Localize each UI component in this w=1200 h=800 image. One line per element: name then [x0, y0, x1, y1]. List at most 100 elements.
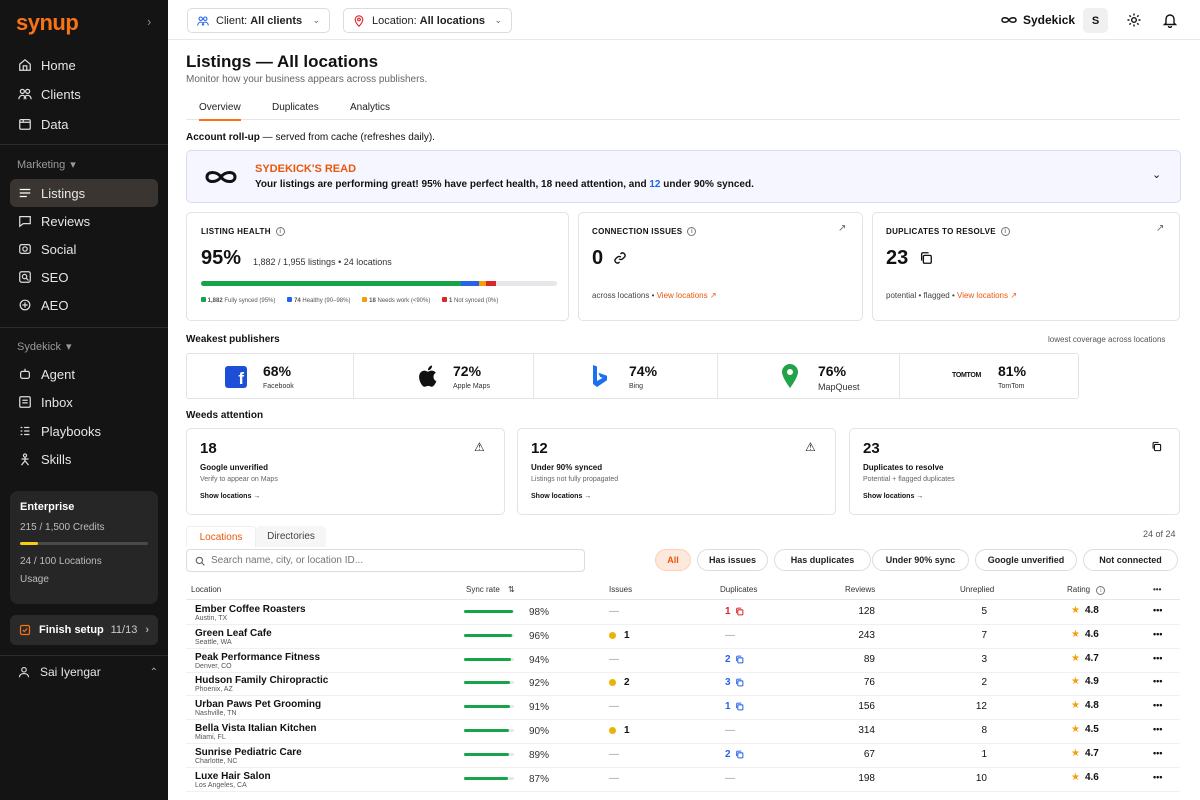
search-input[interactable] — [211, 555, 571, 566]
location-name[interactable]: Urban Paws Pet Grooming — [195, 699, 322, 711]
nav-seo[interactable]: SEO — [10, 263, 158, 291]
filter-google-unverified[interactable]: Google unverified — [975, 549, 1077, 571]
location-name[interactable]: Ember Coffee Roasters — [195, 604, 306, 615]
table-row[interactable]: Hudson Family Chiropractic Phoenix, AZ 92%… — [186, 672, 1180, 697]
search-field[interactable] — [186, 549, 585, 572]
collapse-sidebar-icon[interactable]: › — [147, 14, 152, 29]
filter-under-90-sync[interactable]: Under 90% sync — [872, 549, 969, 571]
filter-has-duplicates[interactable]: Has duplicates — [774, 549, 871, 571]
view-locations-link[interactable]: View locations — [656, 291, 708, 300]
sydekick-section-toggle[interactable]: Sydekick ▾ — [17, 340, 72, 354]
issues-count[interactable]: 1 — [624, 725, 630, 736]
location-name[interactable]: Bella Vista Italian Kitchen — [195, 723, 317, 734]
tab-overview[interactable]: Overview — [199, 102, 241, 121]
table-row[interactable]: Urban Paws Pet Grooming Nashville, TN 91% —… — [186, 696, 1180, 721]
synup-logo[interactable]: synup — [16, 10, 79, 35]
nav-social[interactable]: Social — [10, 235, 158, 263]
duplicates-count[interactable]: 1 — [725, 701, 731, 713]
external-link-icon[interactable]: ↗ — [1010, 291, 1017, 300]
location-name[interactable]: Luxe Hair Salon — [195, 770, 271, 782]
issues-count[interactable]: 2 — [624, 677, 630, 689]
sort-icon[interactable]: ⇅ — [508, 585, 515, 594]
col-issues[interactable]: Issues — [609, 585, 633, 594]
col-unreplied[interactable]: Unreplied — [960, 585, 995, 594]
tab-directories[interactable]: Directories — [256, 526, 326, 547]
info-icon[interactable]: i — [1096, 586, 1106, 595]
connection-issues-card[interactable]: CONNECTION ISSUES i ↗ 0 across locations… — [578, 212, 863, 321]
marketing-section-toggle[interactable]: Marketing ▾ — [17, 158, 76, 172]
location-name[interactable]: Peak Performance Fitness — [195, 651, 321, 663]
usage-link[interactable]: Usage — [20, 574, 49, 585]
col-rating[interactable]: Rating i — [1067, 585, 1106, 595]
copy-icon[interactable] — [735, 655, 744, 664]
col-location[interactable]: Location — [191, 585, 222, 594]
nav-home[interactable]: Home — [10, 51, 158, 79]
duplicates-count[interactable]: 2 — [725, 748, 731, 760]
expand-arrow-icon[interactable]: ↗ — [838, 223, 847, 234]
attention-card-under-synced[interactable]: 12 ⚠ Under 90% synced Listings not fully… — [517, 428, 836, 515]
copy-icon[interactable] — [735, 678, 744, 687]
filter-not-connected[interactable]: Not connected — [1083, 549, 1178, 571]
row-more-icon[interactable]: ••• — [1153, 605, 1163, 615]
chevron-down-icon[interactable]: ⌄ — [1152, 169, 1162, 181]
nav-listings[interactable]: Listings — [10, 179, 158, 207]
copy-icon[interactable] — [735, 750, 744, 759]
info-icon[interactable]: i — [687, 227, 697, 236]
row-more-icon[interactable]: ••• — [1153, 747, 1163, 758]
location-selector[interactable]: Location: All locations ⌄ — [343, 8, 512, 33]
location-name[interactable]: Hudson Family Chiropractic — [195, 675, 329, 687]
client-selector[interactable]: Client: All clients ⌄ — [187, 8, 330, 33]
duplicates-count[interactable]: 1 — [725, 606, 731, 617]
table-row[interactable]: Peak Performance Fitness Denver, CO 94% — 2 8… — [186, 649, 1180, 673]
col-duplicates[interactable]: Duplicates — [720, 585, 758, 594]
col-sync-rate[interactable]: Sync rate ⇅ — [466, 585, 515, 594]
tab-locations[interactable]: Locations — [186, 526, 256, 547]
row-more-icon[interactable]: ••• — [1153, 652, 1163, 663]
row-more-icon[interactable]: ••• — [1153, 628, 1163, 639]
attention-card-duplicates[interactable]: 23 Duplicates to resolve Potential + fla… — [849, 428, 1180, 515]
table-row[interactable]: Green Leaf Cafe Seattle, WA 96% 1 — 243 7 ★ 4.6 •… — [186, 625, 1180, 649]
filter-has-issues[interactable]: Has issues — [697, 549, 768, 571]
external-link-icon[interactable]: ↗ — [709, 291, 717, 300]
location-name[interactable]: Sunrise Pediatric Care — [195, 746, 302, 758]
nav-aeo[interactable]: AEO — [10, 291, 158, 319]
copy-icon[interactable] — [735, 607, 744, 616]
bell-icon[interactable] — [1162, 12, 1178, 28]
issues-count[interactable]: 1 — [624, 629, 630, 641]
plan-card[interactable]: Enterprise 215 / 1,500 Credits 24 / 100 … — [10, 491, 158, 604]
avatar[interactable]: S — [1083, 8, 1108, 33]
nav-data[interactable]: Data — [10, 110, 158, 138]
view-locations-link[interactable]: View locations — [957, 291, 1008, 300]
sydekick-read-banner[interactable]: SYDEKICK'S READ Your listings are perfor… — [186, 150, 1181, 203]
nav-inbox[interactable]: Inbox — [10, 388, 158, 416]
table-row[interactable]: Sunrise Pediatric Care Charlotte, NC 89% — 2… — [186, 744, 1180, 768]
finish-setup-button[interactable]: Finish setup 11/13 › — [10, 615, 158, 645]
nav-playbooks[interactable]: Playbooks — [10, 417, 158, 445]
nav-reviews[interactable]: Reviews — [10, 207, 158, 235]
copy-icon[interactable] — [735, 702, 744, 711]
info-icon[interactable]: i — [1000, 227, 1010, 236]
show-locations-link[interactable]: Show locations → — [531, 493, 592, 500]
show-locations-link[interactable]: Show locations → — [863, 493, 924, 500]
col-reviews[interactable]: Reviews — [845, 585, 876, 594]
table-row[interactable]: Bella Vista Italian Kitchen Miami, FL 90% 1… — [186, 720, 1180, 744]
table-row[interactable]: Ember Coffee Roasters Austin, TX 98% — 1 128 5… — [186, 601, 1180, 625]
nav-clients[interactable]: Clients — [10, 80, 158, 108]
tab-duplicates[interactable]: Duplicates — [272, 102, 319, 113]
row-more-icon[interactable]: ••• — [1153, 724, 1163, 734]
nav-skills[interactable]: Skills — [10, 445, 158, 473]
duplicates-count[interactable]: 3 — [725, 677, 731, 689]
row-more-icon[interactable]: ••• — [1153, 676, 1163, 687]
gear-icon[interactable] — [1126, 12, 1142, 28]
table-row[interactable]: Luxe Hair Salon Los Angeles, CA 87% — — 198 10… — [186, 768, 1180, 792]
tab-analytics[interactable]: Analytics — [350, 102, 391, 113]
info-icon[interactable]: i — [275, 227, 285, 236]
show-locations-link[interactable]: Show locations → — [200, 493, 261, 500]
row-more-icon[interactable]: ••• — [1153, 700, 1163, 711]
attention-card-google-unverified[interactable]: 18 ⚠ Google unverified Verify to appear … — [186, 428, 505, 515]
nav-agent[interactable]: Agent — [10, 360, 158, 388]
row-more-icon[interactable]: ••• — [1153, 771, 1163, 782]
duplicates-count[interactable]: 2 — [725, 653, 731, 665]
user-menu[interactable]: Sai Iyengar ⌃ — [18, 665, 158, 679]
filter-all[interactable]: All — [655, 549, 691, 571]
